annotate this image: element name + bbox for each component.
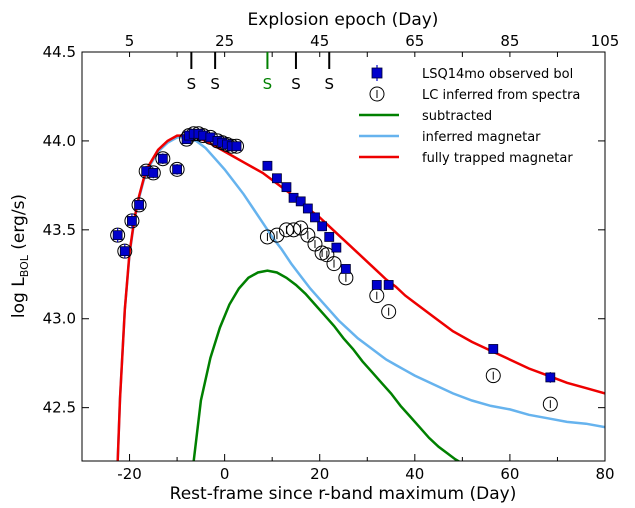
y-tick-label: 43.0 xyxy=(43,310,76,328)
x-tick-label: 60 xyxy=(500,465,519,483)
x-axis-label: Rest-frame since r-band maximum (Day) xyxy=(170,484,517,504)
y-axis-label: log LBOL (erg/s) xyxy=(9,194,31,318)
spectrum-epoch-label: S xyxy=(263,75,273,93)
observed-point xyxy=(340,264,351,274)
spectra-lc-point xyxy=(131,197,147,213)
legend-entry-label: fully trapped magnetar xyxy=(422,151,573,166)
spectrum-epoch-label: S xyxy=(187,75,197,93)
top-tick-label: 85 xyxy=(500,32,519,50)
y-tick-label: 44.0 xyxy=(43,132,76,150)
top-tick-label: 65 xyxy=(405,32,424,50)
x-tick-label: 20 xyxy=(310,465,329,483)
spectra-lc-point xyxy=(169,161,185,177)
series-layer xyxy=(110,126,605,461)
legend-entry-label: subtracted xyxy=(422,109,492,124)
top-x-axis-label: Explosion epoch (Day) xyxy=(248,10,439,30)
legend-marker-circle xyxy=(369,86,385,102)
axes-layer: -20 0 20 40 60 80 42.5 43.0 43.5 44.0 44.5 5 25 45 65 8… xyxy=(43,32,620,483)
spectra-lc-point xyxy=(485,368,501,384)
y-axis-label-main: log L xyxy=(9,277,29,318)
legend-marker-square xyxy=(371,67,383,79)
observed-point xyxy=(331,242,342,253)
observed-point xyxy=(295,196,306,207)
observed-point xyxy=(383,280,394,290)
spectrum-epoch-label: S xyxy=(291,75,301,93)
x-tick-label: 0 xyxy=(220,465,230,483)
y-tick-label: 44.5 xyxy=(43,43,76,61)
y-tick-label: 43.5 xyxy=(43,221,76,239)
top-tick-label: 25 xyxy=(215,32,234,50)
x-tick-label: -20 xyxy=(117,465,142,483)
spectra-lc-point xyxy=(381,304,397,320)
series-line-subtracted xyxy=(192,269,461,461)
spectra-lc-point xyxy=(269,227,285,243)
observed-point xyxy=(272,173,282,184)
y-tick-label: 42.5 xyxy=(43,399,76,417)
observed-point xyxy=(324,232,335,242)
spectra-lc-point xyxy=(155,151,171,167)
x-tick-label: 40 xyxy=(405,465,424,483)
observed-point xyxy=(545,372,556,383)
y-axis-label-unit: (erg/s) xyxy=(9,194,29,255)
top-tick-label: 105 xyxy=(591,32,620,50)
legend: LSQ14mo observed bol LC inferred from spe… xyxy=(359,65,580,166)
observed-point xyxy=(134,200,144,210)
observed-point xyxy=(172,164,182,175)
top-tick-label: 45 xyxy=(310,32,329,50)
observed-point xyxy=(317,221,328,232)
legend-entry-label: inferred magnetar xyxy=(422,130,541,145)
observed-point xyxy=(157,153,168,164)
legend-entry-label: LC inferred from spectra xyxy=(422,88,580,103)
plot-area-frame xyxy=(81,51,606,462)
observed-point xyxy=(112,230,123,241)
observed-point xyxy=(310,212,320,223)
observed-point xyxy=(488,344,499,354)
spectra-lc-point xyxy=(542,396,558,412)
legend-entry-label: LSQ14mo observed bol xyxy=(422,67,573,82)
spectra-lc-point xyxy=(259,229,275,245)
observed-point xyxy=(262,160,273,171)
observed-point xyxy=(119,246,130,257)
series-line-fully-trapped-magnetar xyxy=(116,134,605,461)
series-line-inferred-magnetar xyxy=(116,136,605,461)
spectra-lc-point xyxy=(326,256,342,272)
observed-point xyxy=(281,182,292,193)
observed-point xyxy=(231,141,242,152)
y-axis-label-sub: BOL xyxy=(18,254,31,277)
observed-point xyxy=(127,216,137,226)
spectrum-epoch-label: S xyxy=(324,75,334,93)
top-tick-label: 5 xyxy=(125,32,135,50)
spectrum-epoch-label: S xyxy=(210,75,220,93)
x-tick-label: 80 xyxy=(595,465,614,483)
observed-point xyxy=(302,203,313,214)
observed-point xyxy=(371,280,382,290)
observed-point xyxy=(148,168,159,178)
